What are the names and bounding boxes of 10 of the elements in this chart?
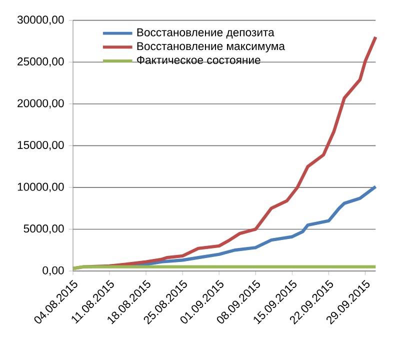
y-tick-label: 20000,00 — [18, 99, 64, 109]
y-tick-label: 5000,00 — [24, 224, 64, 234]
legend-label: Восстановление депозита — [137, 28, 274, 38]
y-tick-label: 0,00 — [42, 266, 64, 276]
y-tick-label: 15000,00 — [18, 140, 64, 150]
y-tick-label: 30000,00 — [17, 16, 64, 26]
legend-label: Фактическое состояние — [137, 56, 260, 64]
y-tick-label: 10000,00 — [18, 182, 64, 192]
y-tick-label: 25000,00 — [18, 57, 64, 67]
legend-label: Восстановление максимума — [137, 42, 285, 52]
